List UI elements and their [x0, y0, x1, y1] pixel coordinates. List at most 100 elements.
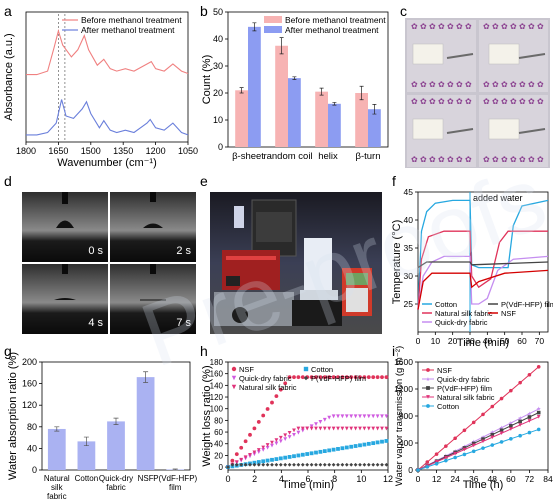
data-point: [384, 414, 389, 419]
data-point: [340, 446, 345, 451]
data-point: [256, 420, 261, 424]
data-point: [353, 414, 358, 419]
x-tick-label: 12: [383, 474, 393, 484]
data-point: [527, 430, 532, 435]
pattern-glyph: ✿: [510, 22, 517, 31]
pattern-glyph: ✿: [411, 155, 418, 164]
pattern-glyph: ✿: [456, 155, 463, 164]
legend-swatch: [264, 26, 282, 33]
data-point: [296, 453, 301, 458]
pattern-glyph: ✿: [519, 155, 526, 164]
droplet-tile-0s: 0 s: [22, 192, 108, 262]
y-tick-label: 140: [210, 381, 224, 390]
data-point: [300, 426, 305, 431]
y-tick-label: 1600: [394, 357, 413, 367]
error-bar: [359, 85, 364, 101]
data-point: [322, 375, 327, 380]
tweezer: [518, 128, 546, 134]
legend-marker: [303, 366, 309, 372]
data-point: [353, 444, 358, 448]
data-point: [309, 424, 314, 429]
droplet-tile-7s: 7 s: [110, 264, 196, 334]
data-point: [340, 375, 345, 380]
bar: [275, 45, 288, 147]
data-point: ★: [518, 416, 523, 422]
y-tick-label: 30: [404, 271, 414, 281]
error-bar: [279, 37, 284, 55]
x-tick-label: 0: [416, 336, 421, 346]
pattern-glyph: ✿: [501, 155, 508, 164]
data-point: [425, 460, 430, 464]
data-point: [384, 462, 389, 467]
legend-label: Cotton: [435, 300, 457, 309]
x-tick-label: 2: [252, 474, 257, 484]
data-point: [384, 439, 389, 443]
y-tick-label: 30: [213, 61, 223, 71]
data-point: [309, 375, 314, 380]
bar: [77, 441, 96, 470]
bar: [368, 109, 381, 147]
chart-b-secondary-structure-bars: 0 10 20 30 40 50 Count (%) β-sheet random coil he…: [201, 7, 389, 162]
data-point: ★: [508, 421, 513, 427]
data-point: [261, 413, 266, 418]
data-point: [318, 375, 323, 380]
data-point: [518, 423, 522, 427]
series-line-0: [417, 366, 540, 471]
data-point: [331, 462, 336, 467]
data-point: [380, 462, 384, 467]
panel-letter-c: c: [400, 3, 407, 19]
bar: [136, 377, 155, 470]
data-point: [366, 414, 371, 419]
data-point: [248, 432, 252, 437]
panel-letter-d: d: [4, 173, 12, 189]
bar: [315, 91, 328, 147]
error-bar: [332, 102, 337, 106]
x-tick-label: 70: [535, 336, 545, 346]
data-point: [527, 372, 532, 377]
x-axis-label: Time (min): [457, 337, 509, 349]
droplet-time-label: 4 s: [88, 317, 103, 329]
data-point: [261, 459, 266, 464]
legend-label: P(VdF-HFP) film: [501, 300, 553, 309]
y-axis-label: Water absorption ratio (%): [7, 352, 19, 480]
data-point: [527, 415, 532, 419]
error-bar: [113, 417, 119, 425]
pattern-glyph: ✿: [420, 22, 427, 31]
legend-label: Quick-dry fabric: [437, 375, 490, 384]
x-tick-label: 0: [225, 474, 230, 484]
photo-c-fabric-samples: ✿ ✿ ✿ ✿ ✿ ✿ ✿✿ ✿ ✿ ✿ ✿ ✿ ✿✿ ✿ ✿ ✿ ✿ ✿ ✿✿ ✿ ✿ ✿ ✿ ✿ ✿✿ ✿ ✿ ✿ ✿ ✿ ✿✿ ✿ ✿ ✿ ✿…: [405, 18, 550, 168]
data-point: [349, 375, 354, 380]
panel-letter-e: e: [200, 173, 208, 189]
category-label: film: [169, 483, 182, 492]
data-point: [239, 445, 244, 450]
data-point: [366, 462, 371, 467]
data-point: [509, 424, 513, 428]
data-point: [300, 375, 305, 380]
data-point: [344, 375, 349, 380]
data-point: [278, 387, 283, 392]
data-point: [340, 414, 345, 419]
legend-label: Natural silk fabric: [239, 383, 297, 392]
error-bar: [143, 371, 149, 383]
data-point: [499, 440, 504, 444]
data-point: [331, 414, 336, 419]
pattern-glyph: ✿: [492, 22, 499, 31]
data-point: [322, 417, 327, 422]
data-point: [344, 462, 349, 467]
pattern-glyph: ✿: [438, 80, 445, 89]
panel-letter-b: b: [200, 3, 208, 19]
data-point: [509, 388, 513, 393]
data-point: [518, 419, 522, 424]
pattern-glyph: ✿: [420, 155, 427, 164]
x-tick-label: 48: [488, 474, 498, 484]
data-point: [292, 428, 296, 433]
data-point: ★: [536, 407, 541, 413]
category-label: fabric: [47, 492, 67, 499]
data-point: [243, 439, 248, 444]
pattern-glyph: ✿: [411, 22, 418, 31]
data-point: [274, 438, 279, 443]
data-point: [292, 454, 296, 459]
y-tick-label: 180: [210, 358, 224, 367]
x-tick-label: 1650: [48, 146, 68, 156]
data-point: [278, 435, 283, 440]
